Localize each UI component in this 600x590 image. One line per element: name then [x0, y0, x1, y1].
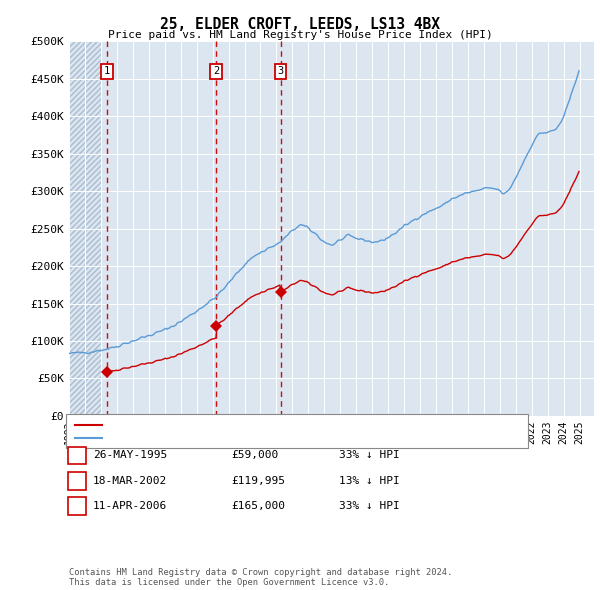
Text: £119,995: £119,995 — [231, 476, 285, 486]
Text: 25, ELDER CROFT, LEEDS, LS13 4BX (detached house): 25, ELDER CROFT, LEEDS, LS13 4BX (detach… — [105, 420, 411, 430]
Text: 25, ELDER CROFT, LEEDS, LS13 4BX: 25, ELDER CROFT, LEEDS, LS13 4BX — [160, 17, 440, 31]
Text: Price paid vs. HM Land Registry's House Price Index (HPI): Price paid vs. HM Land Registry's House … — [107, 30, 493, 40]
Text: 2: 2 — [73, 476, 80, 486]
Text: 33% ↓ HPI: 33% ↓ HPI — [339, 451, 400, 460]
Text: 2: 2 — [213, 66, 219, 76]
Text: £165,000: £165,000 — [231, 502, 285, 511]
Text: 26-MAY-1995: 26-MAY-1995 — [93, 451, 167, 460]
Text: Contains HM Land Registry data © Crown copyright and database right 2024.: Contains HM Land Registry data © Crown c… — [69, 568, 452, 577]
Text: HPI: Average price, detached house, Leeds: HPI: Average price, detached house, Leed… — [105, 432, 361, 442]
Text: 1: 1 — [104, 66, 110, 76]
Text: This data is licensed under the Open Government Licence v3.0.: This data is licensed under the Open Gov… — [69, 578, 389, 587]
Text: 11-APR-2006: 11-APR-2006 — [93, 502, 167, 511]
Bar — [69, 41, 101, 416]
Text: 1: 1 — [73, 451, 80, 460]
Text: 13% ↓ HPI: 13% ↓ HPI — [339, 476, 400, 486]
Text: 33% ↓ HPI: 33% ↓ HPI — [339, 502, 400, 511]
Text: 18-MAR-2002: 18-MAR-2002 — [93, 476, 167, 486]
Text: 3: 3 — [278, 66, 284, 76]
Text: 3: 3 — [73, 502, 80, 511]
Text: £59,000: £59,000 — [231, 451, 278, 460]
